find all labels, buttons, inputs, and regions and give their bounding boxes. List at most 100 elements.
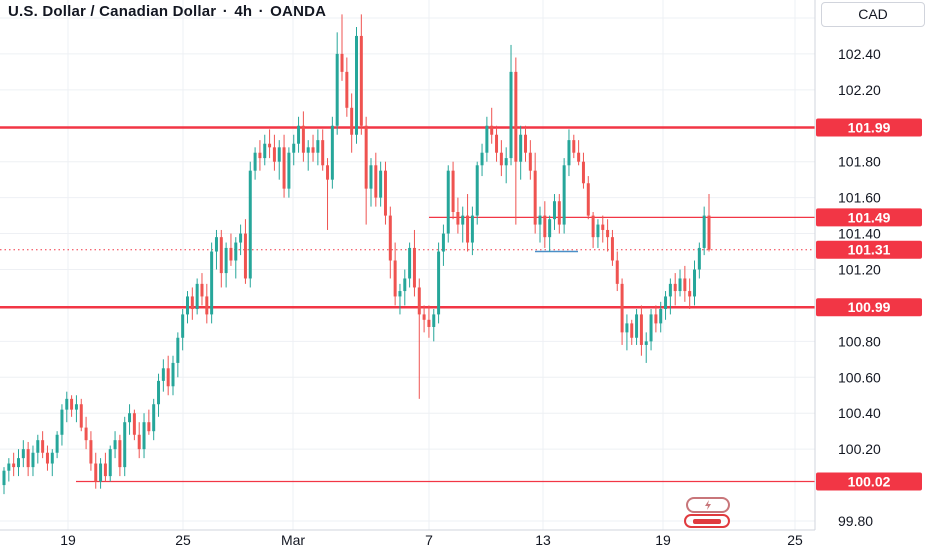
candle-body [108,449,112,477]
candle-body [519,134,523,162]
candle-body [543,215,547,238]
candle-body [355,35,358,135]
candle-body [176,337,180,363]
candle-body [451,170,455,212]
candle-body [398,291,402,297]
candle-body [552,201,556,220]
grid [0,0,815,530]
candle-body [301,125,305,153]
tradingview-logo-icon [684,514,730,528]
y-tick-label: 100.60 [838,369,881,385]
candle-body [55,434,59,453]
candle-body [388,215,392,261]
y-tick-label: 101.80 [838,154,881,170]
currency-button[interactable]: CAD [821,2,925,27]
interval: 4h [234,3,253,20]
y-tick-label: 102.20 [838,82,881,98]
candle-body [427,319,431,327]
price-tag [816,208,922,227]
candle-body [403,278,407,292]
candle-body [60,409,64,435]
chart-title: U.S. Dollar / Canadian Dollar · 4h · OAN… [8,3,326,20]
candle-body [644,341,648,345]
candle-body [490,125,494,135]
candle-body [591,215,595,238]
candle-body [678,278,682,292]
price-tag [816,472,922,491]
candle-body [253,152,257,171]
candle-body [205,296,209,315]
candle-body [84,427,88,441]
candle-body [21,449,25,459]
candle-body [557,201,561,225]
candle-body [297,125,301,144]
candle-body [596,224,600,238]
price-tag-label: 100.02 [848,473,891,489]
price-axis[interactable]: 102.60102.40102.20101.80101.60101.40101.… [814,0,922,530]
candle-body [683,278,687,292]
candle-body [606,229,610,238]
candle-body [639,314,643,345]
candle-body [219,237,223,274]
y-tick-label: 100.20 [838,441,881,457]
candle-body [65,398,69,410]
candle-body [229,247,233,261]
candle-body [118,440,122,468]
candle-body [364,125,368,189]
candle-body [577,152,581,162]
candle-body [224,247,228,274]
x-tick-label: 25 [787,532,803,548]
candle-body [7,463,11,471]
candle-body [248,170,252,279]
y-tick-label: 99.80 [838,513,873,529]
candle-body [340,53,344,72]
candle-body [326,165,330,180]
price-tag-label: 101.31 [848,242,891,258]
candle-body [190,296,194,310]
candle-body [412,247,416,288]
x-tick-label: 19 [655,532,671,548]
candle-body [239,233,243,243]
candle-body [311,147,315,153]
candle-body [94,463,98,482]
candle-body [128,413,132,423]
x-tick-label: 19 [60,532,76,548]
candle-body [408,247,412,279]
candle-body [272,147,276,162]
candle-body [437,251,441,315]
y-tick-label: 100.80 [838,333,881,349]
candle-body [383,170,387,216]
candle-body [524,134,528,153]
x-tick-label: 13 [535,532,551,548]
candle-body [306,147,310,153]
candle-body [258,152,262,159]
candle-body [321,140,325,166]
price-tag-label: 101.49 [848,209,891,225]
data-source: OANDA [270,3,327,20]
y-tick-label: 101.20 [838,261,881,277]
candle-body [287,152,291,189]
price-tag-label: 100.99 [848,299,891,315]
candle-body [466,215,470,243]
candle-body [132,413,136,435]
price-tag [816,118,922,137]
candle-body [268,143,272,148]
candle-body [330,125,334,180]
candle-body [422,314,426,320]
candle-body [693,269,697,297]
lightning-icon[interactable] [686,497,730,513]
candle-body [668,283,672,297]
candle-body [185,296,189,315]
candle-body [601,224,605,230]
title-separator: · [222,3,228,20]
time-axis[interactable]: 19 25 Mar 7 13 19 25 [0,529,815,548]
candle-body [79,404,83,428]
candle-body [70,398,74,410]
candle-body [379,170,383,198]
candle-body [495,134,499,153]
title-separator: · [258,3,264,20]
candle-body [485,125,489,153]
candle-body [45,452,49,464]
price-tag [816,298,922,317]
